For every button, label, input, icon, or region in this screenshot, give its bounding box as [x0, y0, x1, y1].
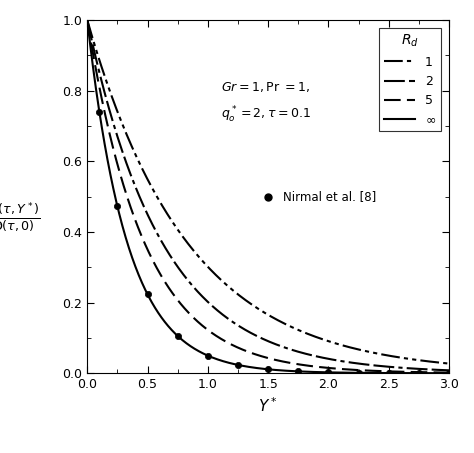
- Text: $Gr = 1, \mathrm{Pr}\ = 1,$: $Gr = 1, \mathrm{Pr}\ = 1,$: [221, 80, 310, 94]
- Text: Nirmal et al. [8]: Nirmal et al. [8]: [283, 190, 376, 203]
- Text: $\frac{\Theta(\tau,Y^*)}{\Theta(\tau,0)}$: $\frac{\Theta(\tau,Y^*)}{\Theta(\tau,0)}…: [0, 201, 40, 234]
- X-axis label: $Y^*$: $Y^*$: [258, 397, 278, 415]
- Legend: 1, 2, 5, $\infty$: 1, 2, 5, $\infty$: [379, 28, 441, 131]
- Text: $q_o^* = 2, \tau = 0.1$: $q_o^* = 2, \tau = 0.1$: [221, 105, 311, 125]
